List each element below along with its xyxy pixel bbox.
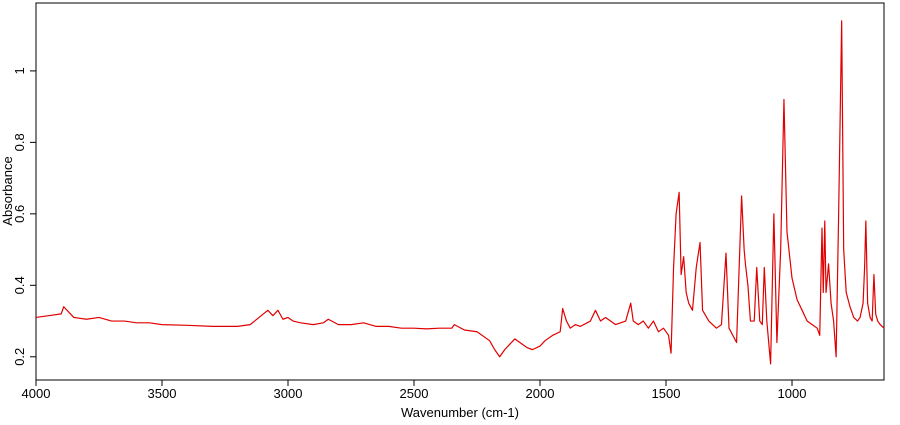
spectrum-line: [35, 20, 885, 365]
y-tick-label: 0.6: [12, 205, 27, 223]
y-tick-label: 0.4: [12, 276, 27, 294]
x-tick-label: 1500: [652, 386, 681, 401]
x-axis-label: Wavenumber (cm-1): [401, 405, 519, 420]
x-tick-label: 3500: [148, 386, 177, 401]
y-tick-label: 0.8: [12, 133, 27, 151]
y-tick-label: 1: [12, 67, 27, 74]
y-axis-label: Absorbance: [0, 156, 15, 225]
x-tick-label: 2000: [526, 386, 555, 401]
plot-frame: [35, 2, 885, 381]
x-tick-label: 4000: [22, 386, 51, 401]
x-tick-label: 1000: [778, 386, 807, 401]
x-tick-label: 3000: [274, 386, 303, 401]
x-tick-label: 2500: [400, 386, 429, 401]
y-tick-label: 0.2: [12, 348, 27, 366]
